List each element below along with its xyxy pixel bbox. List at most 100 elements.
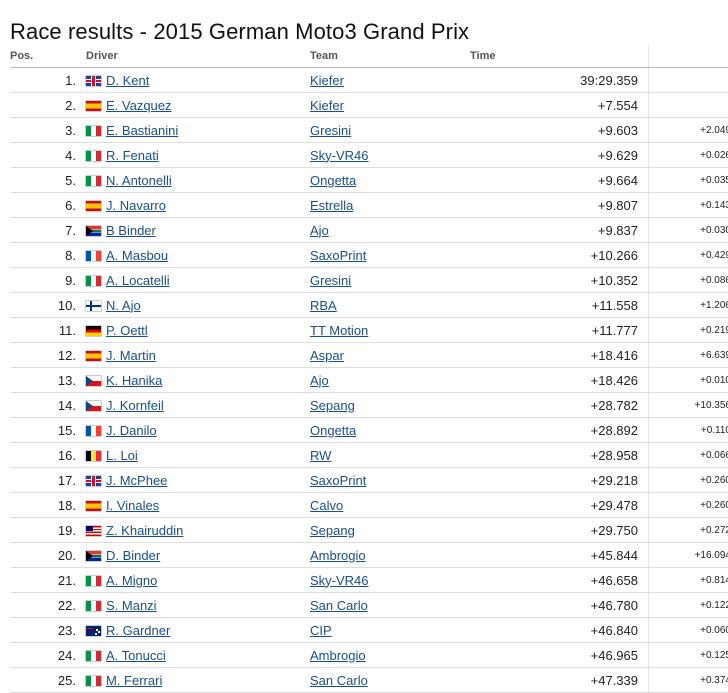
- driver-link[interactable]: J. Martin: [106, 348, 156, 363]
- team-link[interactable]: San Carlo: [310, 673, 368, 688]
- flag-it-icon: [86, 651, 101, 661]
- driver-link[interactable]: R. Gardner: [106, 623, 170, 638]
- flag-my-icon: [86, 526, 101, 536]
- position-cell: 13.: [10, 368, 82, 393]
- time-cell: +28.782: [470, 393, 649, 418]
- driver-link[interactable]: A. Masbou: [106, 248, 168, 263]
- team-link[interactable]: San Carlo: [310, 598, 368, 613]
- gap-cell: +0.030: [649, 218, 728, 243]
- time-cell: +11.558: [470, 293, 649, 318]
- team-cell: Sepang: [306, 393, 470, 418]
- driver-link[interactable]: E. Bastianini: [106, 123, 178, 138]
- column-header-team[interactable]: Team: [306, 45, 470, 68]
- driver-link[interactable]: A. Migno: [106, 573, 157, 588]
- gap-cell: +0.110: [649, 418, 728, 443]
- position-cell: 18.: [10, 493, 82, 518]
- team-link[interactable]: Estrella: [310, 198, 353, 213]
- position-cell: 23.: [10, 618, 82, 643]
- driver-cell: K. Hanika: [82, 368, 306, 393]
- flag-de-icon: [86, 326, 101, 336]
- flag-it-icon: [86, 126, 101, 136]
- time-cell: +46.965: [470, 643, 649, 668]
- team-cell: San Carlo: [306, 668, 470, 693]
- flag-es-icon: [86, 351, 101, 361]
- driver-cell: L. Loi: [82, 443, 306, 468]
- driver-link[interactable]: J. Danilo: [106, 423, 157, 438]
- team-link[interactable]: Aspar: [310, 348, 344, 363]
- driver-link[interactable]: E. Vazquez: [106, 98, 172, 113]
- flag-za-icon: [86, 226, 101, 236]
- time-cell: +9.629: [470, 143, 649, 168]
- driver-link[interactable]: Z. Khairuddin: [106, 523, 183, 538]
- team-link[interactable]: Ongetta: [310, 173, 356, 188]
- driver-link[interactable]: J. Navarro: [106, 198, 166, 213]
- gap-cell: +0.026: [649, 143, 728, 168]
- team-link[interactable]: SaxoPrint: [310, 473, 366, 488]
- position-cell: 24.: [10, 643, 82, 668]
- driver-link[interactable]: L. Loi: [106, 448, 138, 463]
- driver-link[interactable]: J. Kornfeil: [106, 398, 164, 413]
- column-header-pos[interactable]: Pos.: [10, 45, 82, 68]
- position-cell: 1.: [10, 68, 82, 93]
- driver-link[interactable]: A. Locatelli: [106, 273, 170, 288]
- team-link[interactable]: Ambrogio: [310, 548, 366, 563]
- team-link[interactable]: Sepang: [310, 523, 355, 538]
- time-cell: +9.603: [470, 118, 649, 143]
- driver-link[interactable]: B Binder: [106, 223, 156, 238]
- position-cell: 8.: [10, 243, 82, 268]
- column-header-driver[interactable]: Driver: [82, 45, 306, 68]
- driver-link[interactable]: D. Binder: [106, 548, 160, 563]
- time-cell: +46.780: [470, 593, 649, 618]
- gap-cell: +0.086: [649, 268, 728, 293]
- team-link[interactable]: Kiefer: [310, 73, 344, 88]
- column-header-time[interactable]: Time: [470, 45, 649, 68]
- driver-link[interactable]: P. Oettl: [106, 323, 148, 338]
- team-link[interactable]: Kiefer: [310, 98, 344, 113]
- team-link[interactable]: Sepang: [310, 398, 355, 413]
- team-link[interactable]: Ambrogio: [310, 648, 366, 663]
- time-cell: +9.664: [470, 168, 649, 193]
- driver-link[interactable]: A. Tonucci: [106, 648, 166, 663]
- driver-link[interactable]: R. Fenati: [106, 148, 159, 163]
- driver-link[interactable]: M. Ferrari: [106, 673, 162, 688]
- driver-link[interactable]: I. Vinales: [106, 498, 159, 513]
- team-link[interactable]: RBA: [310, 298, 337, 313]
- team-cell: Sepang: [306, 518, 470, 543]
- driver-cell: I. Vinales: [82, 493, 306, 518]
- team-cell: Ambrogio: [306, 543, 470, 568]
- team-link[interactable]: Calvo: [310, 498, 343, 513]
- gap-cell: +0.272: [649, 518, 728, 543]
- driver-link[interactable]: J. McPhee: [106, 473, 167, 488]
- driver-link[interactable]: D. Kent: [106, 73, 149, 88]
- gap-cell: +2.049: [649, 118, 728, 143]
- gap-cell: +0.143: [649, 193, 728, 218]
- driver-link[interactable]: S. Manzi: [106, 598, 157, 613]
- driver-link[interactable]: N. Antonelli: [106, 173, 172, 188]
- team-link[interactable]: Ajo: [310, 373, 329, 388]
- team-link[interactable]: Sky-VR46: [310, 148, 369, 163]
- team-link[interactable]: Ongetta: [310, 423, 356, 438]
- position-cell: 4.: [10, 143, 82, 168]
- driver-cell: M. Ferrari: [82, 668, 306, 693]
- team-link[interactable]: SaxoPrint: [310, 248, 366, 263]
- driver-link[interactable]: N. Ajo: [106, 298, 141, 313]
- team-link[interactable]: Gresini: [310, 273, 351, 288]
- team-link[interactable]: CIP: [310, 623, 332, 638]
- flag-it-icon: [86, 601, 101, 611]
- team-link[interactable]: Sky-VR46: [310, 573, 369, 588]
- flag-fr-icon: [86, 251, 101, 261]
- gap-cell: +0.429: [649, 243, 728, 268]
- driver-cell: R. Gardner: [82, 618, 306, 643]
- team-link[interactable]: Ajo: [310, 223, 329, 238]
- team-link[interactable]: TT Motion: [310, 323, 368, 338]
- driver-link[interactable]: K. Hanika: [106, 373, 162, 388]
- team-link[interactable]: RW: [310, 448, 331, 463]
- position-cell: 19.: [10, 518, 82, 543]
- team-link[interactable]: Gresini: [310, 123, 351, 138]
